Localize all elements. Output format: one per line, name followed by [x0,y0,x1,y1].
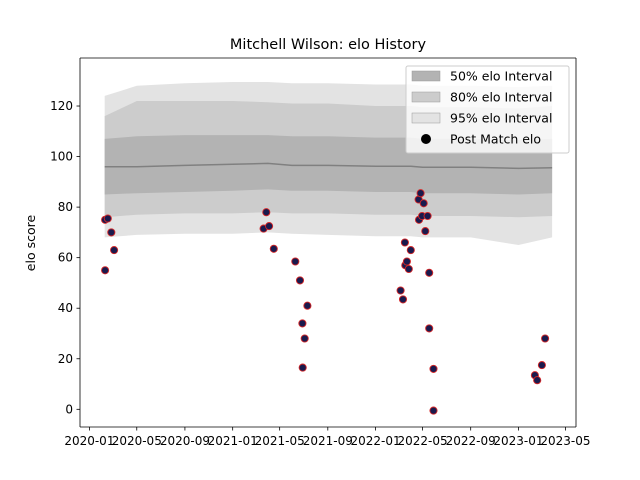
post-match-elo-point [298,363,307,372]
y-tick-label: 0 [65,402,73,416]
post-match-elo-point [402,257,411,266]
post-match-elo-point [537,361,546,370]
x-tick-label: 2020-09 [160,434,210,448]
legend-label: 95% elo Interval [450,111,552,126]
post-match-elo-point [295,276,305,285]
y-tick-label: 60 [58,251,73,265]
x-tick-label: 2020-01 [64,434,114,448]
x-tick-label: 2022-05 [397,434,447,448]
legend-label: 80% elo Interval [450,90,552,105]
post-match-elo-point [425,324,434,333]
legend-swatch [411,112,441,124]
post-match-elo-point [533,376,542,385]
legend-label: 50% elo Interval [450,69,552,84]
y-axis-label: elo score [23,215,38,272]
post-match-elo-point [396,286,405,295]
post-match-elo-point [300,334,309,343]
post-match-elo-point [398,295,408,304]
legend-label: Post Match elo [450,132,541,147]
post-match-elo-point [429,364,438,373]
post-match-elo-point [303,301,312,310]
post-match-elo-point [107,228,116,237]
x-tick-label: 2021-01 [208,434,258,448]
legend-swatch [411,91,441,103]
x-tick-label: 2020-05 [112,434,162,448]
legend-swatch [411,70,441,82]
post-match-elo-point [262,208,271,217]
legend-frame [405,65,570,154]
post-match-elo-point [298,319,307,328]
post-match-elo-point [541,334,550,343]
post-match-elo-point [400,238,409,247]
post-match-elo-point [419,199,428,208]
post-match-elo-point [103,214,112,223]
post-match-elo-point [406,246,415,255]
post-match-elo-point [101,266,110,275]
x-tick-label: 2022-01 [350,434,400,448]
x-tick-label: 2022-09 [446,434,496,448]
x-tick-label: 2021-09 [303,434,353,448]
y-tick-label: 20 [58,352,73,366]
x-tick-label: 2023-01 [493,434,543,448]
y-tick-label: 40 [58,301,73,315]
post-match-elo-point [269,244,278,253]
legend-marker [421,134,431,144]
y-tick-label: 120 [50,99,73,113]
y-tick-label: 100 [50,150,73,164]
legend: 50% elo Interval 80% elo Interval 95% elo … [405,65,570,154]
chart-title: Mitchell Wilson: elo History [230,37,427,53]
post-match-elo-point [425,268,434,277]
post-match-elo-point [291,257,300,266]
post-match-elo-point [416,189,425,198]
post-match-elo-point [421,227,430,236]
x-tick-label: 2023-05 [540,434,590,448]
post-match-elo-point [423,211,432,221]
y-tick-label: 80 [58,200,73,214]
x-tick-label: 2021-05 [255,434,305,448]
post-match-elo-point [404,264,413,274]
post-match-elo-point [110,246,119,255]
mean-elo-line [104,162,553,170]
post-match-elo-point [429,406,438,415]
post-match-elo-point [265,222,274,231]
